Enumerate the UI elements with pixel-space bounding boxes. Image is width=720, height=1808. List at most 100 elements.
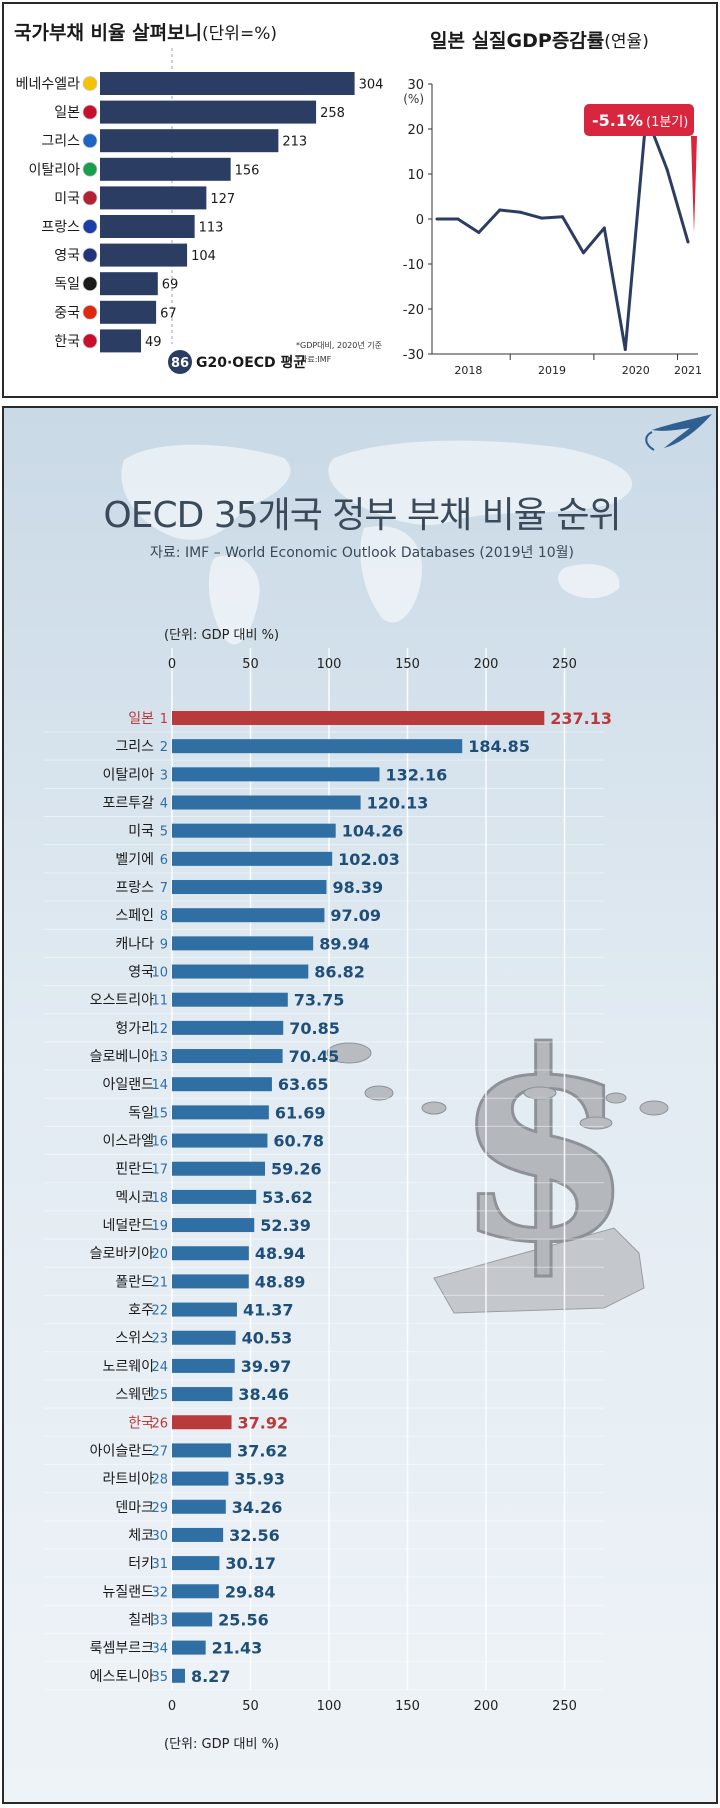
oecd-value-label: 38.46	[238, 1385, 289, 1404]
bottom-panel: $ OECD 35개국 정부 부채 비율 순위 자료: IMF – World …	[2, 406, 718, 1804]
oecd-bar	[172, 851, 333, 866]
oecd-bar	[172, 1358, 235, 1373]
gdp-y-tick-label: 30	[407, 78, 424, 93]
oecd-value-label: 40.53	[242, 1329, 293, 1348]
oecd-country-label: 이스라엘	[102, 1134, 154, 1150]
debt-bar	[100, 300, 157, 324]
oecd-value-label: 63.65	[278, 1075, 329, 1094]
oecd-value-label: 48.89	[255, 1272, 306, 1291]
debt-bar	[100, 272, 158, 296]
oecd-bar	[172, 1612, 213, 1627]
average-value: 86	[171, 356, 189, 371]
oecd-value-label: 59.26	[271, 1160, 322, 1179]
logo-icon	[652, 414, 712, 448]
oecd-value-label: 70.45	[289, 1047, 340, 1066]
gdp-point	[435, 217, 439, 221]
gdp-point	[477, 231, 481, 234]
flag-icon	[82, 276, 98, 292]
oecd-country-label: 오스트리아	[90, 993, 155, 1009]
debt-chart-title: 국가부채 비율 살펴보니(단위=%)	[14, 18, 277, 45]
gdp-point	[540, 216, 544, 220]
oecd-bar	[172, 1387, 233, 1402]
oecd-value-label: 34.26	[232, 1498, 283, 1517]
oecd-x-tick-top: 250	[552, 657, 577, 672]
debt-chart-title-text: 국가부채 비율 살펴보니	[14, 22, 203, 44]
oecd-country-label: 캐나다	[115, 936, 154, 952]
oecd-value-label: 102.03	[338, 850, 400, 869]
oecd-value-label: 98.39	[332, 878, 383, 897]
oecd-country-label: 프랑스	[115, 880, 154, 896]
oecd-rank-label: 30	[151, 1529, 168, 1544]
oecd-x-tick-top: 100	[317, 657, 342, 672]
oecd-country-label: 덴마크	[115, 1500, 154, 1516]
oecd-bar	[172, 1668, 185, 1683]
average-label: G20·OECD 평균	[196, 354, 306, 371]
oecd-country-label: 뉴질랜드	[102, 1584, 154, 1600]
oecd-x-tick-bottom: 150	[395, 1699, 420, 1714]
oecd-rank-label: 15	[151, 1106, 168, 1121]
oecd-x-tick-bottom: 50	[242, 1699, 259, 1714]
oecd-value-label: 53.62	[262, 1188, 313, 1207]
oecd-value-label: 61.69	[275, 1103, 326, 1122]
flag-icon	[82, 304, 98, 320]
oecd-value-label: 39.97	[241, 1357, 292, 1376]
dollar-sign-icon: $	[454, 995, 635, 1300]
oecd-rank-label: 11	[151, 994, 168, 1009]
oecd-value-label: 73.75	[294, 991, 345, 1010]
oecd-bar	[172, 1471, 229, 1486]
map-australia	[558, 564, 620, 599]
debt-bar	[100, 243, 188, 267]
gdp-chart-title-text: 일본 실질GDP증감률	[430, 30, 605, 52]
debt-country-label: 미국	[54, 191, 80, 207]
oecd-country-label: 미국	[128, 824, 154, 840]
rubble-piece	[326, 1042, 372, 1064]
oecd-value-label: 70.85	[289, 1019, 340, 1038]
debt-value-label: 127	[210, 192, 235, 207]
oecd-bar	[172, 711, 545, 725]
debt-bar	[100, 186, 207, 210]
oecd-value-label: 25.56	[218, 1610, 269, 1629]
oecd-country-label: 폴란드	[115, 1274, 154, 1290]
oecd-bar	[172, 1274, 249, 1289]
oecd-chart-title: OECD 35개국 정부 부채 비율 순위	[103, 495, 621, 536]
oecd-rank-label: 26	[151, 1416, 168, 1431]
oecd-rank-label: 34	[151, 1642, 168, 1657]
oecd-value-label: 132.16	[385, 765, 447, 784]
gdp-point	[456, 217, 460, 221]
oecd-bar	[172, 1584, 219, 1599]
debt-bar-chart: 베네수엘라 304 일본 258 그리스 213 이탈리아 156 미국 127 프랑스 113 영국 1…	[16, 48, 384, 374]
oecd-value-label: 35.93	[234, 1470, 285, 1489]
debt-country-label: 일본	[54, 105, 80, 121]
oecd-country-label: 스페인	[115, 908, 154, 924]
gdp-callout-value: -5.1%	[592, 111, 643, 130]
gdp-y-tick-label: 10	[407, 168, 424, 183]
map-eurasia	[328, 440, 633, 525]
oecd-bar	[172, 1218, 255, 1233]
oecd-x-tick-top: 150	[395, 657, 420, 672]
debt-source: *자료:IMF	[296, 355, 332, 364]
gdp-y-tick-label: 0	[416, 213, 424, 228]
oecd-rank-label: 18	[151, 1191, 168, 1206]
oecd-country-label: 영국	[128, 965, 154, 981]
oecd-country-label: 아이슬란드	[90, 1443, 155, 1459]
oecd-rank-label: 7	[160, 881, 168, 896]
oecd-rank-label: 23	[151, 1332, 168, 1347]
debt-bar	[100, 72, 355, 95]
oecd-rank-label: 6	[160, 853, 168, 868]
oecd-country-label: 호주	[128, 1303, 154, 1319]
oecd-bar	[172, 936, 314, 951]
rubble-piece	[639, 1100, 669, 1116]
gdp-callout-box	[584, 104, 694, 136]
oecd-country-label: 터키	[128, 1556, 154, 1572]
oecd-rank-label: 27	[151, 1444, 168, 1459]
oecd-rank-label: 8	[160, 909, 168, 924]
oecd-value-label: 21.43	[212, 1639, 263, 1658]
flag-icon	[82, 104, 98, 120]
oecd-rank-label: 4	[160, 797, 168, 812]
flag-icon	[82, 190, 98, 206]
gdp-y-tick-label: -30	[403, 348, 424, 363]
debt-value-label: 304	[359, 78, 384, 93]
flag-icon	[82, 76, 98, 91]
oecd-rank-label: 20	[151, 1247, 168, 1262]
oecd-bar	[172, 795, 361, 810]
